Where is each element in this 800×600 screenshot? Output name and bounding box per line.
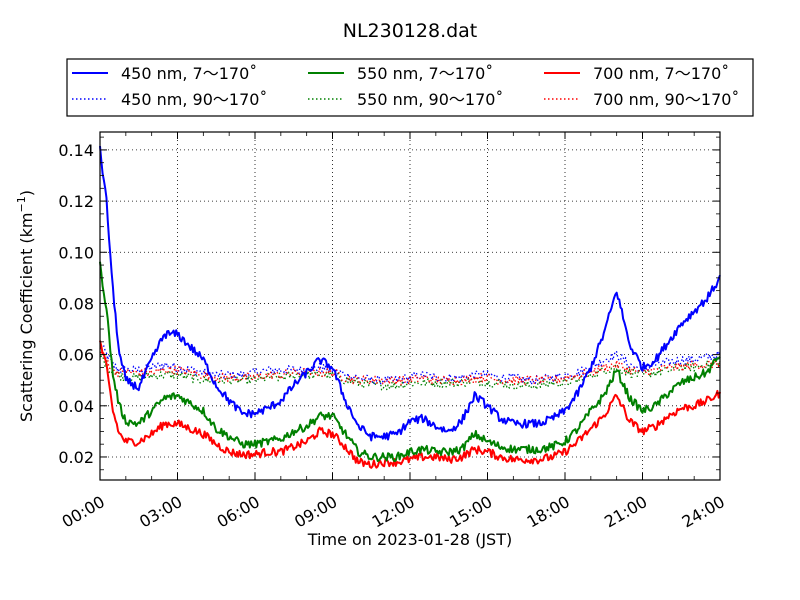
x-tick-label: 09:00 <box>291 492 340 532</box>
y-tick-label: 0.02 <box>58 448 94 467</box>
y-tick-label: 0.08 <box>58 294 94 313</box>
legend: 450 nm, 7～170˚ 550 nm, 7～170˚ 700 nm, 7～17… <box>66 58 754 117</box>
x-tick-label: 18:00 <box>524 492 573 532</box>
series-line <box>99 145 721 442</box>
y-tick-label: 0.14 <box>58 141 94 160</box>
chart-title: NL230128.dat <box>343 20 478 42</box>
x-tick-label: 24:00 <box>679 492 728 532</box>
legend-label: 450 nm, 7～170˚ <box>121 64 257 83</box>
series-lines <box>99 145 721 469</box>
grid-lines <box>100 132 720 480</box>
y-axis-tick-labels: 0.02 0.04 0.06 0.08 0.10 0.12 0.14 <box>58 141 94 467</box>
y-axis-label-close: ) <box>17 190 36 196</box>
y-tick-label: 0.12 <box>58 192 94 211</box>
axis-ticks <box>99 132 721 480</box>
y-tick-label: 0.06 <box>58 346 94 365</box>
series-line <box>99 340 721 469</box>
x-tick-label: 00:00 <box>59 492 108 532</box>
y-tick-label: 0.10 <box>58 243 94 262</box>
y-axis-label: Scattering Coefficient (km−1) <box>15 190 36 422</box>
x-tick-label: 21:00 <box>601 492 650 532</box>
legend-label: 550 nm, 7～170˚ <box>357 64 493 83</box>
series-line <box>99 342 721 386</box>
plot-area <box>99 131 721 481</box>
legend-label: 450 nm, 90～170˚ <box>121 90 267 109</box>
x-tick-label: 03:00 <box>136 492 185 532</box>
legend-label: 550 nm, 90～170˚ <box>357 90 503 109</box>
legend-label: 700 nm, 90～170˚ <box>593 90 739 109</box>
y-axis-label-superscript: −1 <box>15 196 28 212</box>
x-tick-label: 15:00 <box>446 492 495 532</box>
legend-label: 700 nm, 7～170˚ <box>593 64 729 83</box>
x-axis-label: Time on 2023-01-28 (JST) <box>307 530 512 549</box>
series-line <box>99 351 721 391</box>
x-tick-label: 12:00 <box>369 492 418 532</box>
y-tick-label: 0.04 <box>58 397 94 416</box>
x-axis-tick-labels: 00:00 03:00 06:00 09:00 12:00 15:00 18:00 21:00… <box>59 492 728 532</box>
x-tick-label: 06:00 <box>214 492 263 532</box>
legend-frame <box>66 58 754 117</box>
y-axis-label-main: Scattering Coefficient (km <box>17 212 36 422</box>
series-line <box>99 261 721 463</box>
